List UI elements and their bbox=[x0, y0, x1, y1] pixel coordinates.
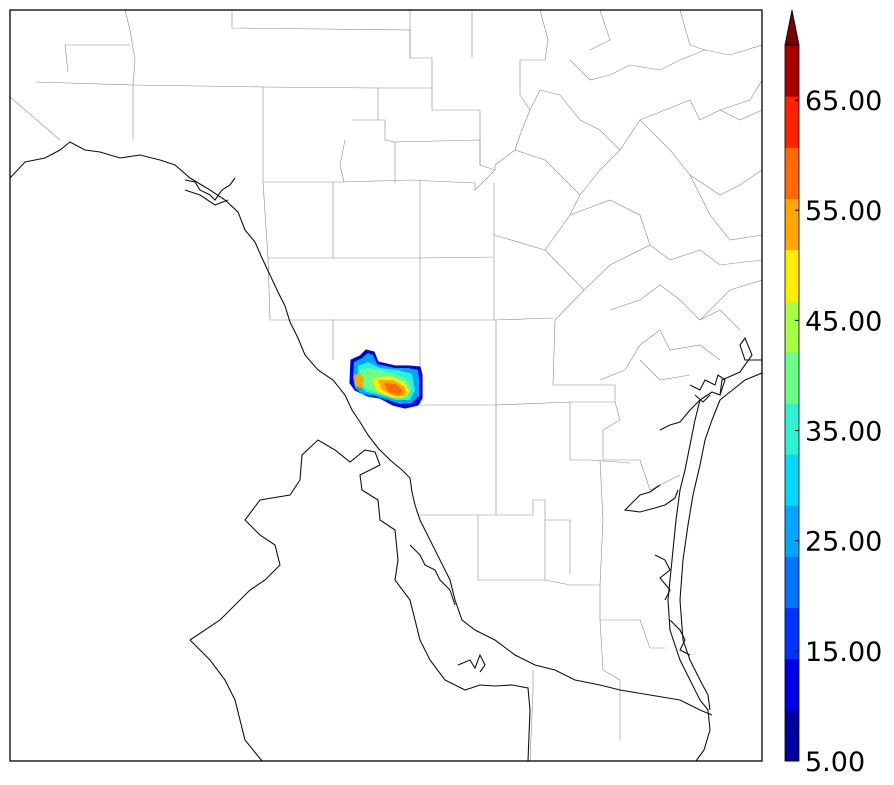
colorbar-segment bbox=[785, 147, 799, 199]
colorbar-tick-label: 25.00 bbox=[805, 527, 882, 558]
colorbar-segment bbox=[785, 556, 799, 609]
colorbar-segment bbox=[785, 300, 799, 353]
precip-contour bbox=[384, 383, 403, 395]
state-boundaries bbox=[10, 141, 762, 761]
colorbar-ticks: 5.00 15.00 25.00 35.00 45.00 55.00 65.00 bbox=[795, 86, 882, 778]
colorbar-segment bbox=[785, 403, 799, 455]
colorbar-segment bbox=[785, 607, 799, 660]
precipitation-field bbox=[349, 349, 423, 409]
colorbar-extend-arrow bbox=[784, 9, 800, 46]
county-boundaries bbox=[10, 10, 762, 761]
colorbar-segment bbox=[785, 505, 799, 557]
colorbar-frame bbox=[784, 44, 800, 762]
precip-contour bbox=[354, 373, 364, 388]
colorbar-tick-label: 15.00 bbox=[805, 637, 882, 668]
colorbar-tick-label: 65.00 bbox=[805, 86, 882, 117]
colorbar-tick-label: 5.00 bbox=[805, 747, 865, 778]
colorbar-segment bbox=[785, 198, 799, 251]
colorbar-segment bbox=[785, 351, 799, 404]
colorbar-segment bbox=[785, 658, 799, 711]
colorbar-tick-label: 35.00 bbox=[805, 417, 882, 448]
colorbar bbox=[784, 9, 800, 762]
colorbar-segment bbox=[785, 96, 799, 148]
colorbar-tick-label: 45.00 bbox=[805, 306, 882, 337]
map-frame bbox=[9, 9, 763, 762]
colorbar-tick-label: 55.00 bbox=[805, 196, 882, 227]
colorbar-segment bbox=[785, 45, 799, 97]
colorbar-segment bbox=[785, 454, 799, 506]
colorbar-segment bbox=[785, 249, 799, 302]
colorbar-segment bbox=[785, 709, 799, 762]
